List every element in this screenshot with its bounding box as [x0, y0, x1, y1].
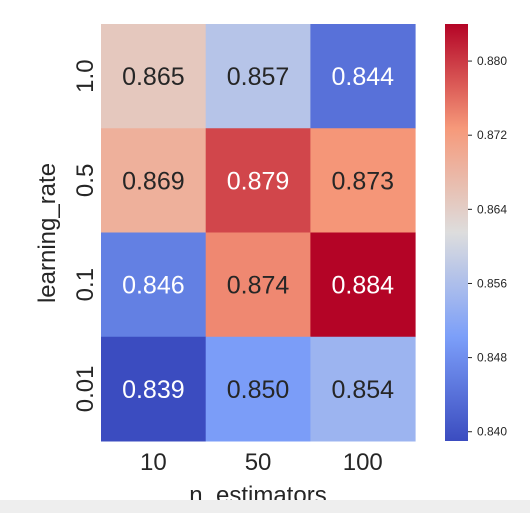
heatmap-cell-label: 0.844	[331, 63, 394, 91]
heatmap-cell	[101, 128, 207, 233]
heatmap-cells	[101, 24, 416, 442]
colorbar-tick-label: 0.856	[477, 276, 507, 290]
colorbar-tick-label: 0.864	[477, 202, 507, 216]
heatmap-cell-label: 0.846	[122, 272, 185, 300]
heatmap-cell	[205, 232, 311, 338]
bottom-strip	[0, 500, 530, 513]
y-tick-label: 1.0	[72, 59, 99, 92]
colorbar	[445, 24, 468, 441]
y-axis-label: learning_rate	[34, 163, 61, 303]
heatmap-cell-label: 0.865	[122, 63, 185, 91]
y-tick-label: 0.5	[72, 164, 99, 197]
heatmap-cell	[205, 336, 311, 442]
x-tick-label: 10	[140, 449, 167, 476]
colorbar-ticks: 0.840 0.848 0.856 0.864 0.872 0.880	[468, 54, 507, 439]
heatmap-cell-label: 0.839	[122, 376, 185, 404]
heatmap-cell	[205, 24, 311, 129]
heatmap-cell	[310, 24, 416, 129]
colorbar-tick-label: 0.880	[477, 54, 507, 68]
colorbar-tick-label: 0.872	[477, 128, 507, 142]
heatmap-cell	[310, 232, 416, 338]
heatmap-cell-label: 0.879	[227, 167, 290, 195]
heatmap-cell	[205, 128, 311, 233]
heatmap-cell	[101, 336, 207, 442]
y-tick-labels: 1.0 0.5 0.1 0.01	[72, 59, 99, 412]
heatmap-cell	[101, 24, 207, 129]
colorbar-tick-label: 0.840	[477, 425, 507, 439]
heatmap-cell	[310, 128, 416, 233]
heatmap-cell-label: 0.850	[227, 376, 290, 404]
heatmap-cell-label: 0.857	[227, 63, 290, 91]
y-tick-label: 0.01	[72, 366, 99, 413]
heatmap-cell-label: 0.874	[227, 272, 290, 300]
heatmap-cell	[310, 336, 416, 442]
colorbar-tick-label: 0.848	[477, 351, 507, 365]
x-tick-label: 100	[343, 449, 383, 476]
heatmap-cell	[101, 232, 207, 338]
heatmap-cell-labels: 0.865 0.857 0.844 0.869 0.879 0.873 0.846 0.874…	[122, 63, 394, 404]
y-tick-label: 0.1	[72, 268, 99, 301]
heatmap-cell-label: 0.854	[331, 376, 394, 404]
x-tick-labels: 10 50 100	[140, 449, 383, 476]
heatmap-cell-label: 0.873	[331, 167, 394, 195]
heatmap-cell-label: 0.884	[331, 272, 394, 300]
x-tick-label: 50	[245, 449, 272, 476]
heatmap-cell-label: 0.869	[122, 167, 185, 195]
